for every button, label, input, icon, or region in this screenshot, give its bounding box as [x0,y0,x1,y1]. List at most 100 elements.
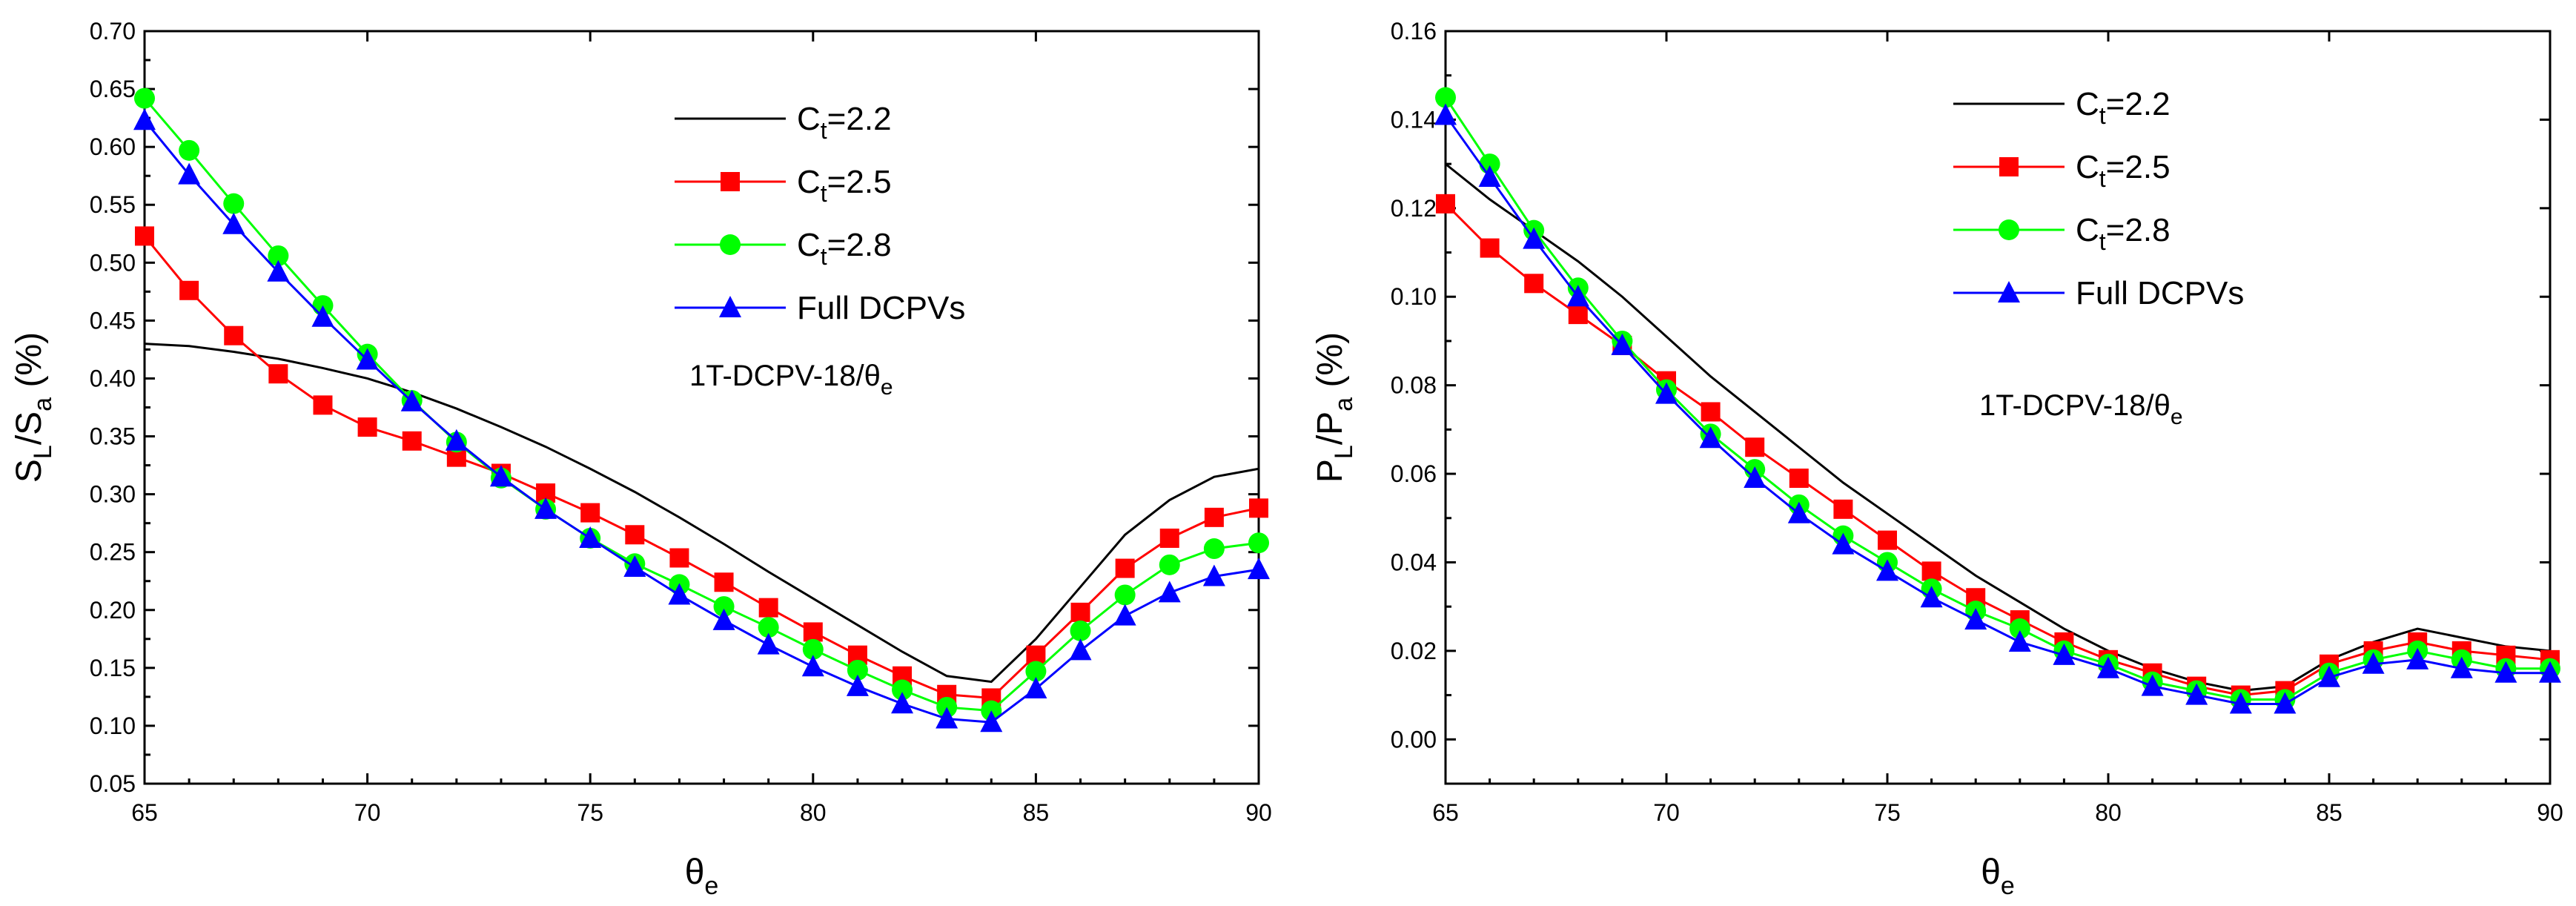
data-point [1701,402,1721,422]
x-tick-label: 75 [577,799,603,826]
y-tick-label: 0.00 [1391,726,1437,753]
y-tick-label: 0.10 [90,712,136,739]
data-point [1158,581,1181,603]
series-full-dcpvs [1434,103,2561,714]
series-ct-2-8 [134,87,1269,721]
data-point [445,429,468,451]
series-ct-2-2 [1445,162,2551,692]
legend-label: Ct=2.5 [797,164,892,207]
data-point [1202,564,1225,586]
x-tick-label: 70 [354,799,381,826]
data-point [713,596,735,618]
data-point [1878,530,1897,550]
data-point [1248,532,1269,554]
legend-marker [719,296,741,317]
y-tick-label: 0.40 [90,365,136,391]
data-point [2097,656,2119,678]
y-tick-label: 0.30 [90,481,136,508]
x-axis-label: θe [1981,853,2015,900]
data-point [758,598,778,618]
data-point [1436,194,1455,214]
data-point [178,162,201,185]
data-point [2362,652,2385,674]
data-point [1876,559,1898,581]
data-point [1745,437,1765,457]
data-point [356,348,379,370]
left-chart-sl-sa: 0.05 0.10 0.15 0.20 0.25 0.30 0.35 0.40 0.45 0.50… [10,18,1272,900]
series-line [144,343,1259,684]
data-point [1699,426,1722,449]
y-tick-label: 0.20 [90,597,136,624]
y-tick-label: 0.45 [90,307,136,334]
annotation-label: 1T-DCPV-18/θe [1979,389,2183,429]
data-point [668,583,691,605]
series-ct-2-5 [135,226,1268,708]
data-point [1114,584,1136,606]
series-line [143,119,1259,724]
data-point [2450,656,2473,678]
data-point [2008,629,2031,652]
series-line [143,97,1259,712]
data-point [846,674,869,696]
legend-marker [721,172,740,191]
y-axis-label: SL/Sa (%) [10,332,57,483]
data-point [1611,333,1634,355]
data-point [489,465,512,487]
data-point [357,417,377,437]
data-point [1566,285,1589,307]
data-point [1655,382,1678,404]
x-tick-label: 90 [1245,799,1272,826]
data-point [1832,532,1855,555]
y-tick-label: 0.60 [90,133,136,160]
data-point [1024,676,1047,698]
legend-label: Full DCPVs [2076,275,2244,311]
data-point [1480,238,1500,258]
y-tick-label: 0.02 [1391,638,1437,664]
data-point [1478,165,1501,188]
series-ct-2-5 [1436,194,2560,705]
x-tick-label: 65 [1432,799,1459,826]
legend-label: Ct=2.5 [2076,149,2171,192]
data-point [1524,274,1544,294]
legend-marker [1999,219,2019,240]
data-point [179,280,199,300]
data-point [2274,692,2297,714]
y-tick-label: 0.65 [90,76,136,102]
data-point [311,305,334,327]
data-point [714,572,734,592]
data-point [2539,661,2561,683]
data-point [2406,647,2429,669]
y-tick-label: 0.06 [1391,460,1437,487]
data-point [980,710,1003,733]
x-tick-label: 80 [2095,799,2122,826]
data-point [179,139,200,161]
data-point [1787,501,1810,523]
data-point [579,526,602,548]
y-axis-label: PL/Pa (%) [1311,332,1358,483]
data-point [1523,227,1546,249]
legend-label: Full DCPVs [797,290,965,326]
x-tick-label: 85 [1023,799,1050,826]
legend-marker [1999,157,2019,176]
data-point [267,259,290,282]
data-point [268,364,288,384]
data-point [2009,618,2030,640]
data-point [758,617,779,638]
legend-marker [1998,281,2020,302]
data-point [135,226,154,246]
x-tick-label: 90 [2537,799,2563,826]
data-point [936,707,958,729]
data-point [268,245,289,266]
data-point [847,659,868,681]
data-point [1568,305,1588,325]
legend-label: Ct=2.2 [2076,86,2171,129]
data-point [2229,692,2252,714]
data-point [1789,469,1809,489]
data-point [134,87,155,109]
data-point [1025,661,1047,682]
data-point [1249,498,1268,518]
y-tick-label: 0.25 [90,539,136,566]
y-tick-label: 0.70 [90,18,136,44]
data-point [313,395,333,415]
y-tick-label: 0.50 [90,249,136,276]
